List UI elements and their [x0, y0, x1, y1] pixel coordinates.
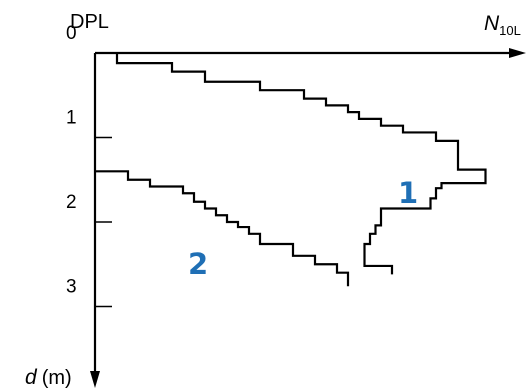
y-tick-label-3: 3 [66, 277, 77, 298]
series-1-line [115, 53, 487, 275]
svg-text:N10L: N10L [484, 12, 521, 38]
y-ticks: 0 1 2 3 [66, 23, 112, 308]
series-group [95, 53, 487, 287]
header-label: DPL [70, 11, 109, 33]
x-axis-title: N10L [484, 12, 521, 38]
series-2-label: 2 [188, 247, 208, 281]
svg-text:d(m): d (m) [25, 366, 72, 389]
series-1-label: 1 [398, 176, 418, 210]
y-tick-label-0: 0 [66, 23, 77, 44]
y-axis-arrow-icon [90, 371, 100, 388]
y-axis-var: d [25, 366, 38, 389]
x-axis-main: N [484, 12, 500, 35]
series-2-line [95, 170, 350, 287]
x-axis-sub: 10L [499, 23, 521, 38]
y-axis-unit: (m) [42, 367, 72, 389]
x-axis-arrow-icon [509, 48, 526, 58]
y-tick-label-1: 1 [66, 108, 77, 129]
y-tick-label-2: 2 [66, 192, 77, 213]
y-axis-title: d (m) [25, 366, 72, 389]
